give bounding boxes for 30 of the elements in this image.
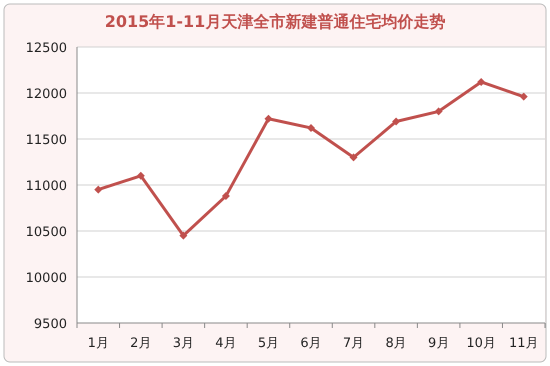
y-tick-label: 11000 — [26, 179, 67, 194]
x-tick-label: 10月 — [466, 336, 496, 351]
x-tick-label: 1月 — [88, 336, 109, 351]
x-tick-label: 7月 — [342, 336, 364, 351]
point — [477, 78, 486, 86]
point — [179, 232, 188, 240]
point — [222, 192, 230, 200]
x-tick-label: 3月 — [172, 336, 194, 351]
point — [94, 186, 102, 194]
x-tick-label: 9月 — [428, 336, 450, 351]
x-tick-label: 4月 — [215, 336, 237, 351]
x-tick-label: 8月 — [385, 336, 407, 351]
point — [350, 153, 358, 162]
y-tick-label: 9500 — [34, 317, 67, 332]
point — [434, 107, 443, 116]
y-tick-label: 12000 — [26, 87, 67, 102]
y-tick-label: 11500 — [26, 133, 67, 148]
point — [136, 172, 145, 180]
x-tick-label: 5月 — [258, 336, 280, 351]
chart-title: 2015年1-11月天津全市新建普通住宅均价走势 — [104, 12, 446, 31]
point — [392, 118, 400, 126]
x-tick-label: 6月 — [300, 336, 322, 351]
x-tick-label: 2月 — [130, 336, 152, 351]
y-tick-label: 12500 — [26, 41, 67, 56]
point — [520, 92, 528, 101]
x-tick-label: 11月 — [508, 336, 538, 351]
y-tick-label: 10500 — [26, 225, 67, 240]
point — [307, 124, 315, 132]
point — [264, 114, 272, 123]
y-tick-label: 10000 — [26, 271, 67, 286]
